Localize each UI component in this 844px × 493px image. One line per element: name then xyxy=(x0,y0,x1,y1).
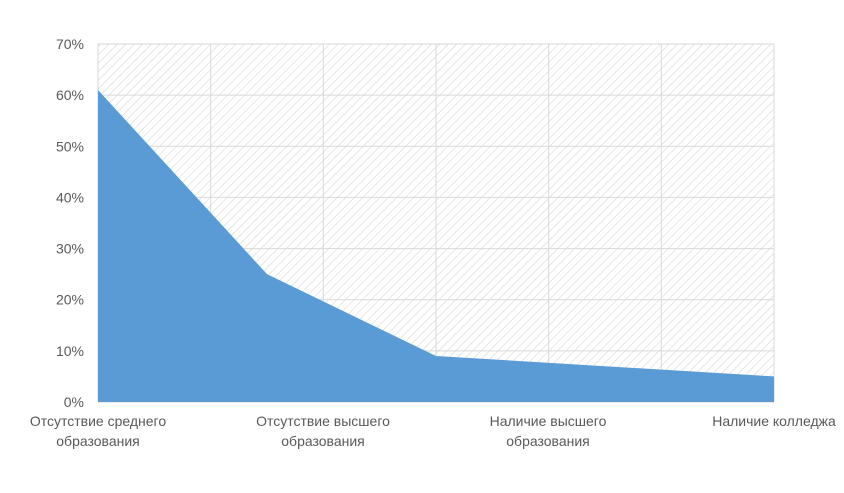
x-axis-category-labels: Отсутствие среднего образования Отсутствие… xyxy=(30,413,836,449)
y-axis-tick-labels: 0% 10% 20% 30% 40% 50% 60% 70% xyxy=(56,36,84,410)
x-category-label: Отсутствие среднего образования xyxy=(30,413,166,449)
y-tick-label: 60% xyxy=(56,87,84,103)
y-tick-label: 10% xyxy=(56,343,84,359)
y-tick-label: 70% xyxy=(56,36,84,52)
x-category-label: Наличие высшего образования xyxy=(490,413,607,449)
y-tick-label: 50% xyxy=(56,138,84,154)
area-series xyxy=(98,90,774,403)
y-tick-label: 30% xyxy=(56,241,84,257)
x-category-label: Отсутствие высшего образования xyxy=(256,413,390,449)
series-layer xyxy=(98,90,774,403)
y-tick-label: 0% xyxy=(64,394,84,410)
x-category-label: Наличие колледжа xyxy=(712,413,836,429)
y-tick-label: 40% xyxy=(56,189,84,205)
y-tick-label: 20% xyxy=(56,292,84,308)
